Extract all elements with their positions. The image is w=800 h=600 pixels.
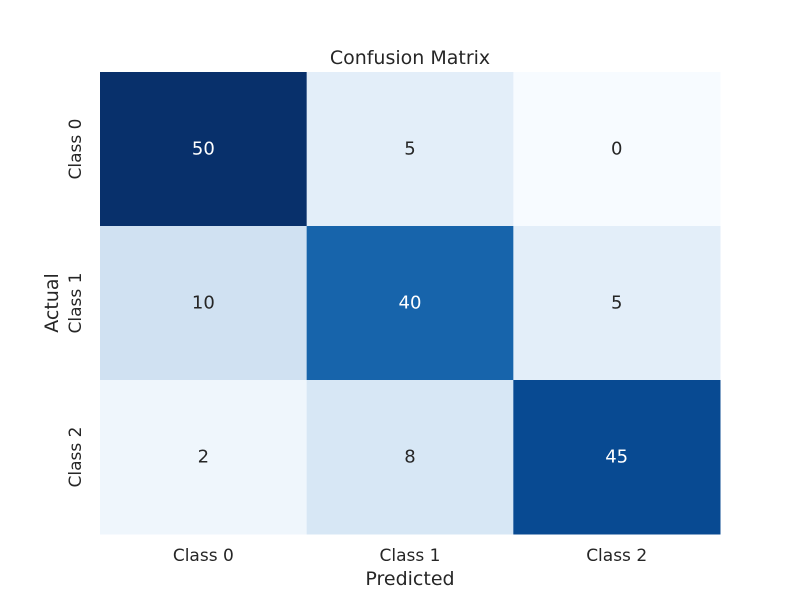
cell-value-label: 2 (198, 447, 209, 468)
heatmap-cell (100, 226, 308, 381)
x-tick-label: Class 2 (586, 546, 647, 566)
cell-value-label: 0 (611, 139, 622, 160)
cell-value-label: 40 (399, 293, 422, 314)
heatmap-cell (100, 72, 308, 227)
x-tick-label: Class 1 (380, 546, 441, 566)
chart-title: Confusion Matrix (330, 47, 490, 69)
y-tick-label: Class 1 (66, 273, 86, 334)
cell-value-label: 10 (192, 293, 215, 314)
heatmap-cells (100, 72, 721, 535)
x-tick-labels: Class 0 Class 1 Class 2 (173, 546, 647, 566)
heatmap-cell (513, 226, 721, 381)
y-tick-label: Class 0 (66, 119, 86, 180)
cell-value-label: 5 (611, 293, 622, 314)
cell-value-label: 5 (404, 139, 415, 160)
heatmap-cell (306, 380, 514, 535)
heatmap-cell (513, 380, 721, 535)
heatmap-cell (100, 380, 308, 535)
cell-value-label: 50 (192, 139, 215, 160)
heatmap-cell (513, 72, 721, 227)
x-axis-label: Predicted (365, 568, 454, 590)
cell-value-label: 8 (404, 447, 415, 468)
y-axis-label: Actual (41, 273, 63, 333)
y-tick-labels: Class 0 Class 1 Class 2 (66, 119, 86, 488)
cell-annotations: 50 5 010 40 52 8 45 (192, 139, 628, 468)
heatmap-cell (306, 72, 514, 227)
y-tick-label: Class 2 (66, 427, 86, 488)
x-tick-label: Class 0 (173, 546, 234, 566)
cell-value-label: 45 (605, 447, 628, 468)
heatmap-cell (306, 226, 514, 381)
